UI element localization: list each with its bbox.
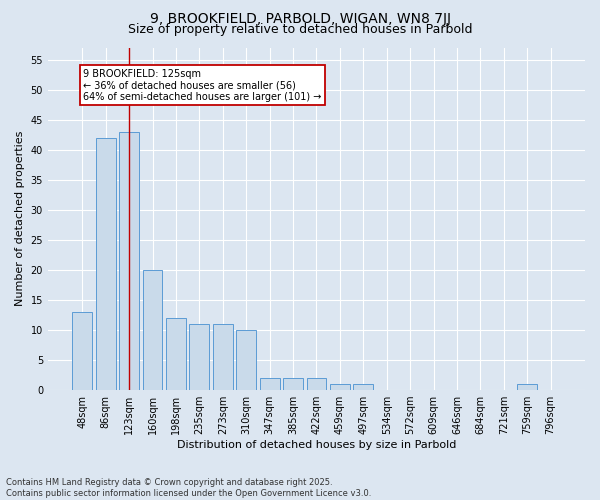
Bar — [190, 324, 209, 390]
Bar — [353, 384, 373, 390]
X-axis label: Distribution of detached houses by size in Parbold: Distribution of detached houses by size … — [177, 440, 456, 450]
Bar — [260, 378, 280, 390]
Bar — [166, 318, 186, 390]
Text: Contains HM Land Registry data © Crown copyright and database right 2025.
Contai: Contains HM Land Registry data © Crown c… — [6, 478, 371, 498]
Bar — [213, 324, 233, 390]
Text: 9, BROOKFIELD, PARBOLD, WIGAN, WN8 7JJ: 9, BROOKFIELD, PARBOLD, WIGAN, WN8 7JJ — [149, 12, 451, 26]
Bar — [330, 384, 350, 390]
Bar — [307, 378, 326, 390]
Y-axis label: Number of detached properties: Number of detached properties — [15, 131, 25, 306]
Bar — [283, 378, 303, 390]
Bar — [143, 270, 163, 390]
Text: 9 BROOKFIELD: 125sqm
← 36% of detached houses are smaller (56)
64% of semi-detac: 9 BROOKFIELD: 125sqm ← 36% of detached h… — [83, 68, 322, 102]
Bar — [119, 132, 139, 390]
Bar — [517, 384, 537, 390]
Bar — [73, 312, 92, 390]
Bar — [236, 330, 256, 390]
Bar — [96, 138, 116, 390]
Text: Size of property relative to detached houses in Parbold: Size of property relative to detached ho… — [128, 22, 472, 36]
